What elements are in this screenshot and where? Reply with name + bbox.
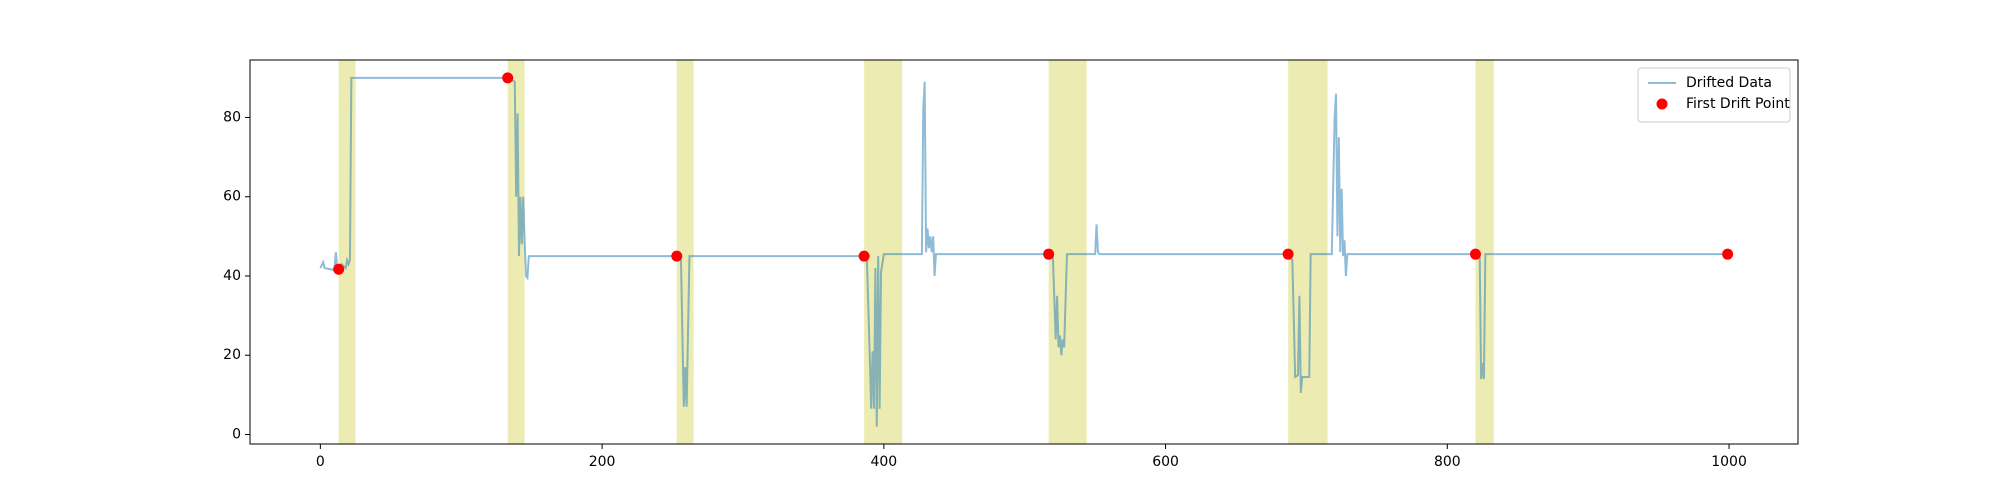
x-tick-label: 1000 — [1711, 454, 1747, 470]
drift-span — [1048, 60, 1087, 444]
plot-frame — [249, 59, 1799, 445]
drift-span — [676, 60, 694, 444]
y-tick-label: 40 — [223, 268, 241, 284]
drift-point — [1722, 248, 1734, 260]
drift-point — [858, 250, 870, 262]
legend-label: Drifted Data — [1686, 75, 1772, 91]
y-tick-label: 80 — [223, 109, 241, 125]
drift-span — [338, 60, 356, 444]
x-tick-label: 0 — [316, 454, 325, 470]
y-tick-label: 60 — [223, 189, 241, 205]
drift-point — [1282, 248, 1294, 260]
drift-point — [671, 250, 683, 262]
drift-point — [1043, 248, 1055, 260]
x-tick-label: 400 — [870, 454, 897, 470]
x-tick-label: 200 — [589, 454, 616, 470]
drift-point — [333, 263, 345, 275]
y-tick-label: 0 — [232, 426, 241, 442]
x-tick-label: 600 — [1152, 454, 1179, 470]
drift-point — [1469, 248, 1481, 260]
legend-marker — [1656, 98, 1668, 110]
y-tick-label: 20 — [223, 347, 241, 363]
drift-span — [1288, 60, 1328, 444]
drift-point — [502, 72, 514, 84]
x-tick-label: 800 — [1434, 454, 1461, 470]
data-line — [319, 76, 1728, 427]
legend-box — [1637, 67, 1791, 123]
legend-label: First Drift Point — [1686, 96, 1790, 112]
drift-span — [507, 60, 525, 444]
